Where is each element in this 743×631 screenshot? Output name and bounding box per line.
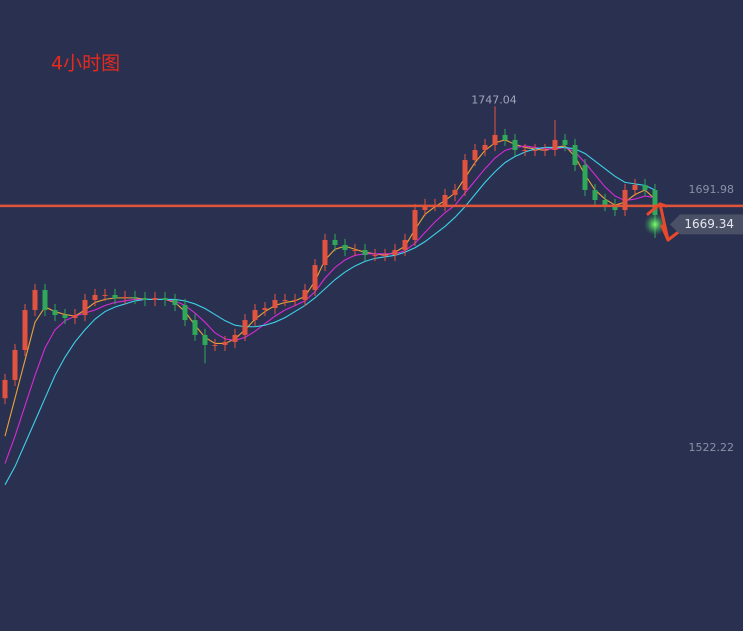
candle-body xyxy=(272,299,278,309)
candle-body xyxy=(322,239,328,266)
candle-body xyxy=(392,249,398,256)
candle-body xyxy=(82,299,88,316)
candle-body xyxy=(442,194,448,206)
candle-body xyxy=(62,315,68,318)
candle-body xyxy=(32,289,38,311)
ma-line xyxy=(4,139,656,437)
candle-body xyxy=(482,144,488,150)
trend-arrow xyxy=(646,202,683,242)
high-label: 1747.04 xyxy=(471,93,517,106)
candle-body xyxy=(402,239,408,250)
candle-body xyxy=(222,341,228,345)
candle-body xyxy=(42,289,48,311)
candle-body xyxy=(212,344,218,346)
candle-body xyxy=(522,149,528,151)
candle-body xyxy=(22,310,28,350)
candle-body xyxy=(192,320,198,335)
candle-body xyxy=(372,255,378,257)
candle-body xyxy=(112,294,118,299)
candle-body xyxy=(122,296,128,299)
chart-title: 4小时图 xyxy=(51,53,120,75)
candle-body xyxy=(562,139,568,145)
candle-body xyxy=(172,299,178,306)
candle-body xyxy=(652,189,658,216)
ma-line xyxy=(4,145,656,464)
candle-body xyxy=(342,244,348,250)
candle-body xyxy=(12,349,18,380)
candle-body xyxy=(512,139,518,150)
price-tag xyxy=(670,214,743,235)
candle-body xyxy=(52,310,58,316)
candle-body xyxy=(612,205,618,211)
candle-body xyxy=(592,189,598,200)
y-tick-label: 1522.22 xyxy=(689,441,735,454)
candle-body xyxy=(102,294,108,296)
candle-body xyxy=(622,189,628,211)
candle-body xyxy=(282,299,288,301)
candle-body xyxy=(72,315,78,318)
candle-body xyxy=(332,239,338,245)
candle-body xyxy=(412,210,418,240)
candle-body xyxy=(472,149,478,161)
candle-body xyxy=(162,298,168,300)
candle-body xyxy=(422,205,428,211)
y-tick-label: 1691.98 xyxy=(689,183,735,196)
candle-body xyxy=(182,305,188,321)
candle-body xyxy=(552,139,558,150)
candle-body xyxy=(2,379,8,399)
candle-body xyxy=(382,255,388,257)
candle-body xyxy=(132,296,138,299)
candle-body xyxy=(292,299,298,301)
candle-body xyxy=(542,149,548,151)
candle-body xyxy=(92,294,98,300)
candle-body xyxy=(572,144,578,166)
candle-body xyxy=(602,199,608,206)
candle-body xyxy=(152,298,158,300)
candle-body xyxy=(362,249,368,256)
candle-body xyxy=(262,308,268,311)
candle-body xyxy=(462,160,468,190)
candle-body xyxy=(142,298,148,300)
candle-body xyxy=(352,249,358,251)
last-price-label: 1669.34 xyxy=(684,217,734,231)
candle-body xyxy=(312,265,318,290)
candle-body xyxy=(492,134,498,145)
candle-body xyxy=(302,289,308,300)
candle-body xyxy=(632,184,638,190)
ma-line xyxy=(4,146,656,486)
candle-body xyxy=(642,184,648,190)
candle-body xyxy=(582,165,588,190)
price-glow xyxy=(644,213,666,236)
candle-body xyxy=(532,149,538,151)
candle-body xyxy=(242,320,248,335)
candle-body xyxy=(502,134,508,140)
candle-body xyxy=(452,189,458,195)
candle-body xyxy=(202,334,208,345)
candle-body xyxy=(232,334,238,342)
candle-body xyxy=(252,310,258,321)
